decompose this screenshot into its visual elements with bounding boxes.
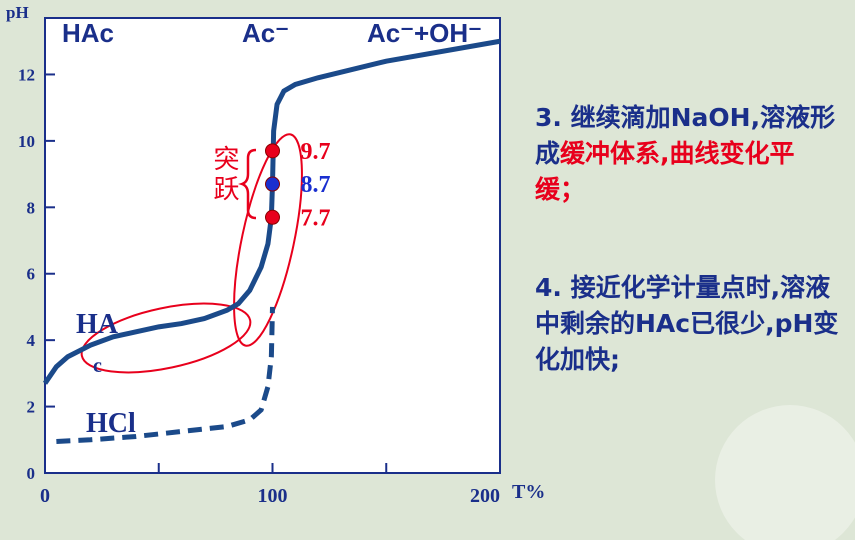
point (265, 143, 280, 159)
note: 4. 接近化学计量点时,溶液中剩余的HAc已很少,pH变化加快; (535, 270, 840, 378)
note: 3. 继续滴加NaOH,溶液形成缓冲体系,曲线变化平缓； (535, 100, 840, 208)
x-tick-label: 200 (470, 485, 500, 507)
annotation: HA (76, 309, 119, 340)
point-label: 8.7 (301, 172, 331, 198)
y-tick-label: 8 (27, 198, 36, 217)
annotation: HCl (86, 408, 136, 439)
y-tick-label: 12 (18, 65, 35, 84)
jump-label: 突跃 (209, 145, 239, 205)
curve (56, 306, 275, 444)
annotation: Ac⁻+OH⁻ (367, 18, 482, 48)
highlight-ellipse (233, 133, 303, 347)
x-tick-label: 100 (258, 485, 288, 507)
y-tick-label: 2 (27, 398, 36, 417)
y-tick-label: 0 (27, 464, 36, 483)
annotation: HAc (62, 18, 114, 48)
annotation: Ac⁻ (242, 18, 289, 48)
plot-area (44, 17, 501, 474)
note-text: 4. 接近化学计量点时,溶液中剩余的HAc已很少,pH变化加快; (535, 273, 839, 374)
point (265, 209, 280, 225)
x-tick-label: 0 (40, 485, 50, 507)
point-label: 9.7 (301, 139, 331, 165)
y-axis-label: pH (6, 3, 29, 22)
y-tick-label: 4 (27, 331, 36, 350)
y-tick-label: 6 (27, 265, 36, 284)
note-text: 溶液形成 (535, 103, 836, 168)
point-label: 7.7 (301, 205, 331, 231)
brace (238, 148, 257, 220)
curve (42, 38, 501, 385)
annotation: c (93, 355, 102, 377)
y-tick-label: 10 (18, 132, 35, 151)
note-text: 3. 继续滴加NaOH, (535, 103, 761, 132)
highlight-ellipse (80, 302, 252, 374)
note-text: 缓冲体系,曲线变化平缓； (535, 139, 795, 204)
x-axis-label: T% (512, 481, 545, 503)
decoration (715, 405, 855, 540)
point (265, 176, 280, 192)
